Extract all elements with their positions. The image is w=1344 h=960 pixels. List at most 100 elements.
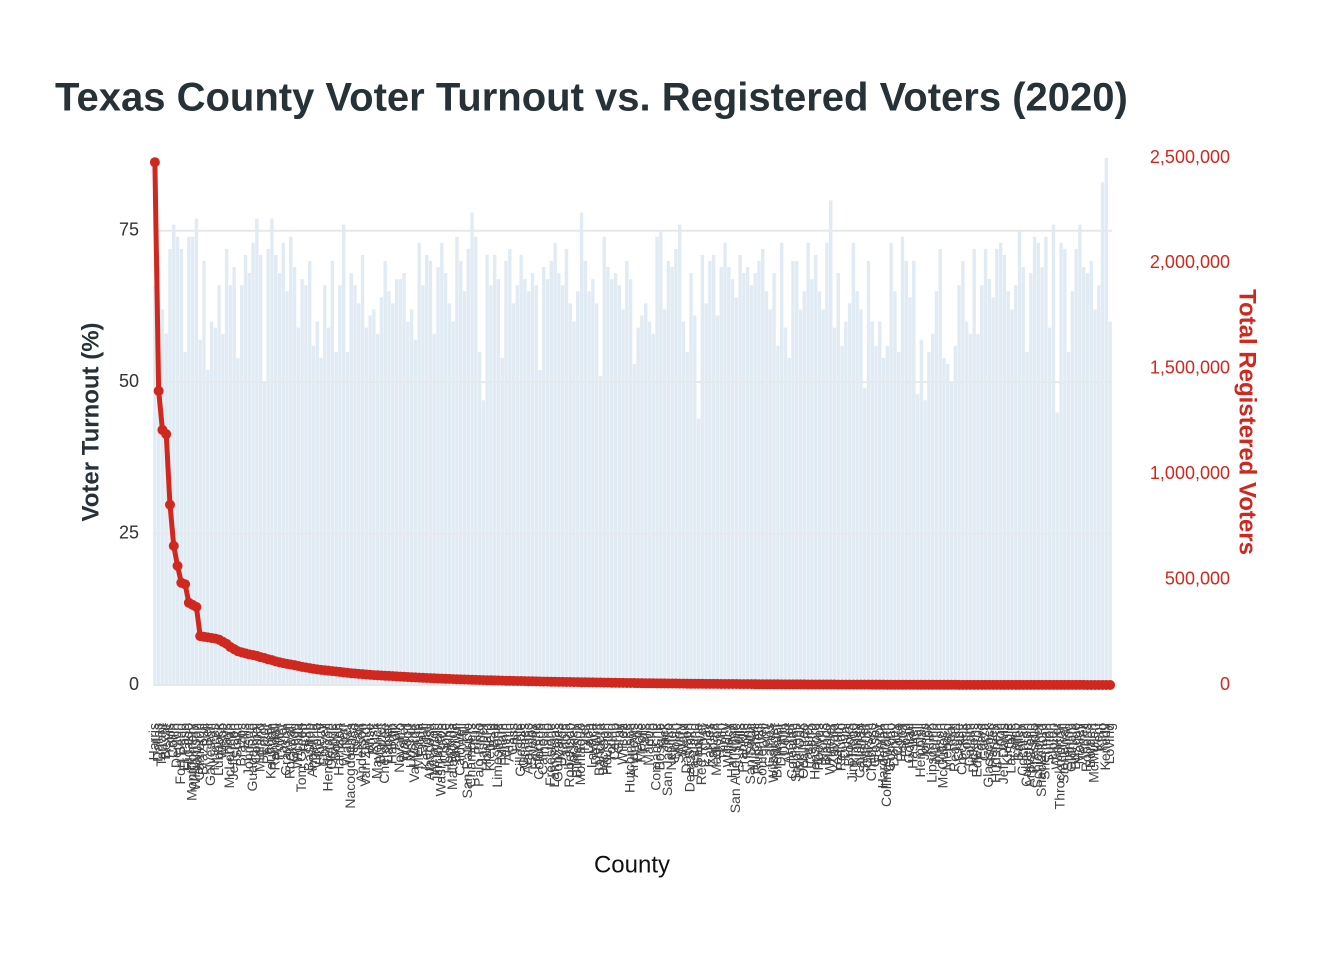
x-tick-label: Hemphill [912,723,928,777]
x-tick-label: Hood [346,723,362,756]
x-tick-label: Goliad [901,723,917,763]
x-tick-label: Uvalde [553,723,569,767]
x-tick-label: Val Verde [406,723,422,783]
y2-tick-label: 500,000 [1165,568,1230,588]
bar [715,315,720,685]
x-tick-label: Shelby [523,723,539,766]
y2-tick-label: 2,000,000 [1150,252,1230,272]
x-tick-label: Zapata [704,723,720,767]
bar [704,303,708,685]
bar [568,303,572,685]
x-tick-label: Young [602,723,618,762]
bar [602,236,606,685]
x-tick-label: Hartley [984,723,1000,767]
bar [1010,309,1014,685]
bar [251,242,255,685]
bar [851,242,856,685]
x-tick-label: San Saba [742,723,758,785]
bar [375,333,380,685]
x-tick-label: Irion [991,723,1007,750]
x-tick-label: Wichita [289,723,305,769]
x-tick-label: Collingsworth [878,723,894,807]
bar [972,248,976,686]
x-tick-label: Hansford [806,723,822,780]
bar [319,357,323,685]
x-tick-label: Hardeman [874,723,890,788]
bar [1108,321,1112,685]
x-tick-label: Comanche [648,723,664,791]
x-tick-label: Jeff Davis [995,723,1011,784]
bar [685,351,689,685]
x-tick-label: Wise [361,723,377,754]
bar [1081,267,1086,685]
bar [296,327,301,685]
bar [908,297,912,685]
x-tick-label: Frio [644,723,660,747]
bar [791,260,795,685]
x-tick-label: Sutton [1040,723,1056,763]
bar [711,254,716,685]
x-tick-label: Lamar [380,723,396,763]
x-tick-label: Duval [837,723,853,759]
x-tick-label: Montgomery [183,723,199,801]
x-tick-label: Hopkins [440,723,456,774]
x-tick-label: Newton [663,723,679,770]
y-tick-label: 50 [119,371,139,391]
bar [1066,351,1071,685]
x-tick-label: Motley [1071,723,1087,764]
bar [1032,236,1037,685]
x-tick-label: Webb [214,723,230,760]
x-tick-label: Hudspeth [988,723,1004,783]
bar [798,309,803,685]
x-tick-label: Gray [610,723,626,753]
x-tick-label: Jim Hogg [844,723,860,782]
bar [236,357,240,685]
bar [753,273,757,685]
bar [228,285,233,685]
x-tick-label: Lipscomb [923,723,939,783]
bar [504,260,508,685]
bar [183,351,187,685]
bar [625,260,629,685]
bar [398,279,403,685]
bar [761,248,765,686]
x-tick-label: Coke [889,723,905,756]
bar [957,285,961,685]
x-tick-label: Jack [655,722,671,752]
bar [896,351,901,685]
bar [417,242,421,685]
bar [492,254,497,685]
bar [621,309,625,685]
x-tick-label: Armstrong [1022,723,1038,788]
x-tick-label: Gaines [761,723,777,767]
x-tick-label: Freestone [542,723,558,786]
y2-tick-label: 2,500,000 [1150,147,1230,167]
x-tick-label: Orange [323,723,339,770]
bar [549,260,554,685]
bar [677,224,682,685]
bar [632,363,637,685]
x-tick-label: Ochiltree [795,723,811,779]
bar [553,242,557,685]
x-tick-label: Fisher [893,723,909,762]
x-tick-label: King [1093,723,1109,751]
x-tick-label: Live Oak [791,722,807,778]
bar [829,200,833,686]
bar [647,321,652,685]
bar [598,376,603,685]
bar [1070,291,1075,685]
x-tick-label: Kleberg [482,723,498,771]
bar [508,248,512,686]
x-tick-label: San Augustine [727,723,743,814]
bar [779,242,784,685]
x-tick-label: Pecos [629,723,645,762]
x-tick-label: Angelina [304,723,320,778]
x-tick-label: Guadalupe [244,723,260,792]
bar [1029,273,1033,685]
bar [292,267,297,685]
x-tick-label: McLennan [221,723,237,788]
bar [243,254,248,685]
bar [1036,242,1041,685]
bar [156,267,161,685]
bar [477,351,482,685]
